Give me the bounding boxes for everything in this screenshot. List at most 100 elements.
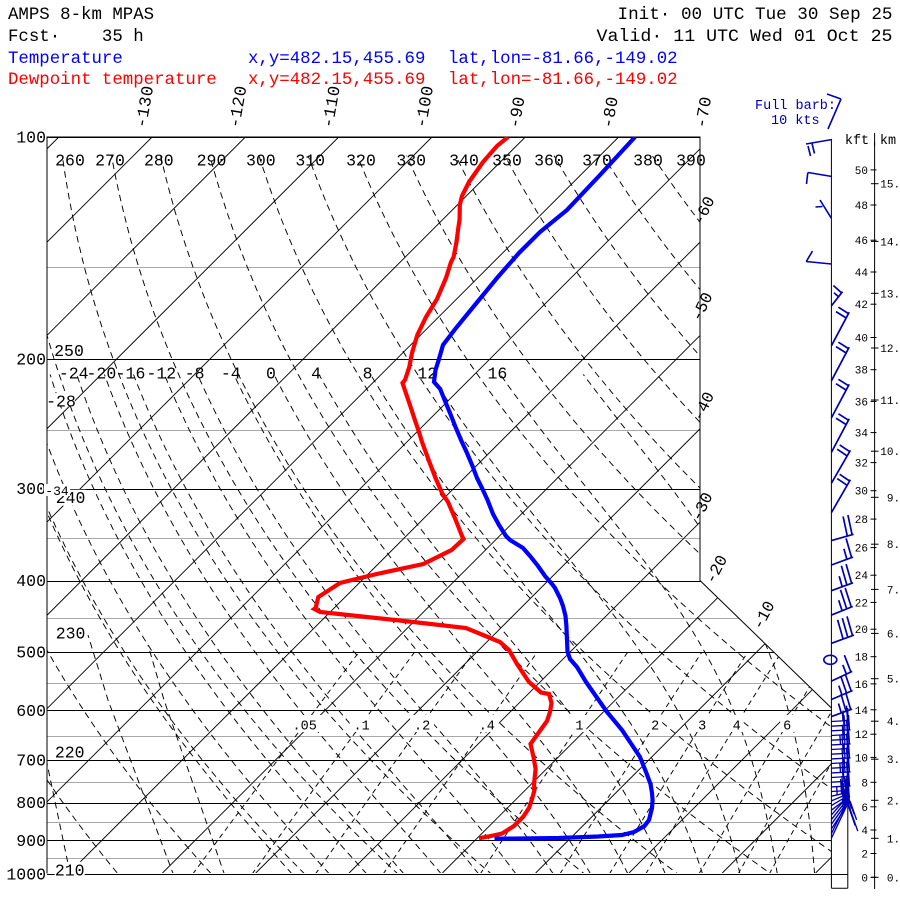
- svg-text:30: 30: [855, 487, 868, 499]
- svg-text:46: 46: [855, 236, 868, 248]
- svg-text:Init· 00 UTC Tue 30 Sep 25: Init· 00 UTC Tue 30 Sep 25: [618, 6, 893, 25]
- svg-text:8: 8: [363, 365, 373, 384]
- svg-text:2: 2: [651, 720, 659, 735]
- svg-text:3: 3: [698, 720, 706, 735]
- svg-text:700: 700: [16, 751, 46, 770]
- svg-text:.: .: [894, 755, 900, 767]
- svg-text:6: 6: [887, 629, 894, 641]
- svg-text:Dewpoint temperature: Dewpoint temperature: [8, 71, 217, 90]
- svg-text:28: 28: [855, 515, 868, 527]
- svg-text:370: 370: [582, 152, 612, 171]
- svg-text:12: 12: [855, 730, 868, 742]
- svg-text:14: 14: [880, 237, 894, 249]
- svg-text:22: 22: [855, 598, 868, 610]
- svg-text:.4: .4: [479, 720, 495, 735]
- svg-text:100: 100: [16, 129, 46, 148]
- svg-text:50: 50: [855, 166, 868, 178]
- svg-text:.: .: [894, 675, 900, 687]
- svg-text:.: .: [894, 289, 900, 301]
- svg-text:280: 280: [144, 152, 174, 171]
- svg-text:4: 4: [733, 720, 741, 735]
- svg-text:.: .: [894, 396, 900, 408]
- svg-text:Temperature: Temperature: [8, 50, 123, 69]
- svg-text:2: 2: [887, 796, 894, 808]
- svg-text:250: 250: [54, 342, 84, 361]
- svg-text:.: .: [894, 834, 900, 846]
- svg-text:3: 3: [887, 755, 894, 767]
- svg-text:.: .: [894, 447, 900, 459]
- svg-text:.: .: [894, 873, 900, 885]
- svg-text:1: 1: [887, 834, 894, 846]
- svg-text:34: 34: [855, 429, 869, 441]
- svg-text:310: 310: [295, 152, 325, 171]
- svg-text:390: 390: [676, 152, 706, 171]
- svg-text:10: 10: [880, 447, 893, 459]
- svg-text:12: 12: [880, 344, 893, 356]
- svg-text:24: 24: [855, 571, 869, 583]
- svg-text:-20: -20: [87, 365, 117, 384]
- svg-text:.05: .05: [293, 720, 317, 735]
- svg-text:.2: .2: [414, 720, 430, 735]
- svg-text:600: 600: [16, 702, 46, 721]
- svg-text:15: 15: [880, 180, 893, 192]
- svg-text:.: .: [894, 585, 900, 597]
- svg-text:4: 4: [861, 826, 868, 838]
- svg-text:350: 350: [492, 152, 522, 171]
- svg-text:18: 18: [855, 653, 868, 665]
- svg-text:44: 44: [855, 268, 869, 280]
- svg-text:500: 500: [16, 644, 46, 663]
- svg-text:-4: -4: [221, 365, 241, 384]
- svg-text:320: 320: [346, 152, 376, 171]
- svg-text:Full barb:: Full barb:: [755, 99, 836, 114]
- svg-text:340: 340: [449, 152, 479, 171]
- svg-text:16: 16: [855, 680, 868, 692]
- svg-text:-34: -34: [45, 484, 69, 499]
- svg-text:6: 6: [783, 720, 791, 735]
- svg-text:9: 9: [887, 493, 894, 505]
- svg-text:1: 1: [575, 720, 583, 735]
- svg-text:360: 360: [534, 152, 564, 171]
- svg-text:380: 380: [633, 152, 663, 171]
- svg-text:-8: -8: [185, 365, 205, 384]
- svg-text:260: 260: [55, 152, 85, 171]
- svg-text:.: .: [894, 180, 900, 192]
- svg-text:AMPS 8-km MPAS: AMPS 8-km MPAS: [8, 6, 154, 25]
- svg-text:6: 6: [861, 803, 868, 815]
- svg-text:.: .: [894, 796, 900, 808]
- svg-text:220: 220: [55, 744, 85, 763]
- svg-text:x,y=482.15,455.69: x,y=482.15,455.69: [248, 50, 425, 69]
- svg-text:400: 400: [16, 572, 46, 591]
- svg-text:4: 4: [311, 365, 321, 384]
- svg-text:.: .: [894, 344, 900, 356]
- svg-text:210: 210: [55, 861, 85, 880]
- svg-text:330: 330: [396, 152, 426, 171]
- svg-text:290: 290: [197, 152, 227, 171]
- svg-text:Fcst· 35 h: Fcst· 35 h: [8, 28, 144, 47]
- svg-text:12: 12: [417, 365, 437, 384]
- svg-text:5: 5: [887, 675, 894, 687]
- svg-text:32: 32: [855, 459, 868, 471]
- svg-text:38: 38: [855, 366, 868, 378]
- svg-text:13: 13: [880, 289, 893, 301]
- svg-text:7: 7: [887, 585, 894, 597]
- svg-text:lat,lon=-81.66,-149.02: lat,lon=-81.66,-149.02: [448, 71, 678, 90]
- svg-text:.: .: [894, 717, 900, 729]
- svg-text:kft: kft: [845, 134, 869, 149]
- svg-text:1000: 1000: [6, 866, 46, 885]
- svg-text:900: 900: [16, 832, 46, 851]
- svg-text:.: .: [894, 540, 900, 552]
- svg-text:230: 230: [56, 625, 86, 644]
- svg-text:km: km: [880, 134, 896, 149]
- svg-text:x,y=482.15,455.69: x,y=482.15,455.69: [248, 71, 425, 90]
- svg-text:800: 800: [16, 794, 46, 813]
- svg-text:.1: .1: [353, 720, 369, 735]
- svg-text:42: 42: [855, 300, 868, 312]
- svg-text:10: 10: [855, 753, 868, 765]
- svg-text:lat,lon=-81.66,-149.02: lat,lon=-81.66,-149.02: [448, 50, 678, 69]
- svg-text:0: 0: [887, 873, 894, 885]
- svg-text:Valid· 11 UTC Wed 01 Oct 25: Valid· 11 UTC Wed 01 Oct 25: [597, 28, 893, 47]
- svg-text:2: 2: [861, 850, 868, 862]
- svg-text:4: 4: [887, 717, 894, 729]
- svg-text:-12: -12: [146, 365, 176, 384]
- svg-text:40: 40: [855, 334, 868, 346]
